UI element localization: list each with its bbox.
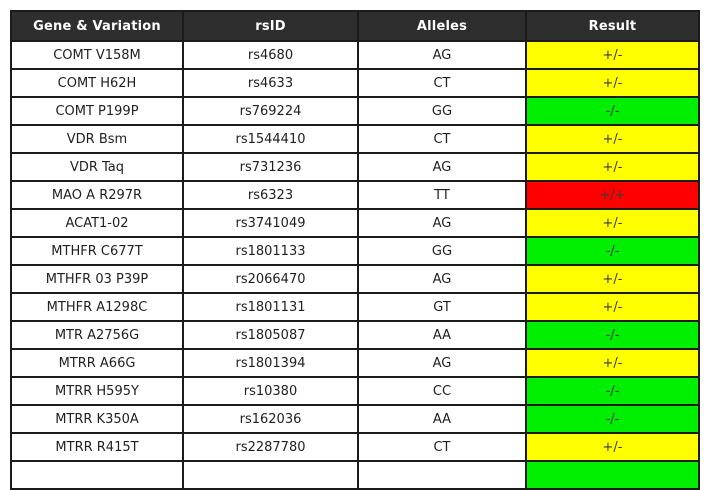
rsid-cell: rs1801131 xyxy=(182,292,359,322)
gene-cell: MTRR K350A xyxy=(10,404,184,434)
gene-cell: MTR A2756G xyxy=(10,320,184,350)
result-cell: +/- xyxy=(525,432,700,462)
header-gene-variation: Gene & Variation xyxy=(10,10,184,42)
alleles-cell: CT xyxy=(357,68,527,98)
rsid-cell: rs1801394 xyxy=(182,348,359,378)
alleles-cell: GT xyxy=(357,292,527,322)
table-row: MTRR A66G rs1801394 AG +/- xyxy=(10,348,700,378)
header-rsid: rsID xyxy=(182,10,359,42)
gene-cell: MTHFR C677T xyxy=(10,236,184,266)
gene-cell: MTHFR A1298C xyxy=(10,292,184,322)
gene-cell: MTRR A66G xyxy=(10,348,184,378)
table-row: MTRR K350A rs162036 AA -/- xyxy=(10,404,700,434)
gene-cell: MAO A R297R xyxy=(10,180,184,210)
table-row: ACAT1-02 rs3741049 AG +/- xyxy=(10,208,700,238)
result-cell: -/- xyxy=(525,404,700,434)
page: { "colors": { "header_bg": "#2e2e2e", "h… xyxy=(10,10,700,490)
header-row: Gene & Variation rsID Alleles Result xyxy=(10,10,700,42)
table-row: VDR Taq rs731236 AG +/- xyxy=(10,152,700,182)
alleles-cell: AG xyxy=(357,264,527,294)
alleles-cell: AA xyxy=(357,320,527,350)
result-cell: -/- xyxy=(525,376,700,406)
rsid-cell: rs731236 xyxy=(182,152,359,182)
table-row: MAO A R297R rs6323 TT +/+ xyxy=(10,180,700,210)
gene-cell: MTRR H595Y xyxy=(10,376,184,406)
gene-cell: VDR Taq xyxy=(10,152,184,182)
table-row: COMT H62H rs4633 CT +/- xyxy=(10,68,700,98)
gene-cell: MTRR R415T xyxy=(10,432,184,462)
result-cell: -/- xyxy=(525,320,700,350)
result-cell: +/- xyxy=(525,152,700,182)
rsid-cell xyxy=(182,460,359,490)
results-table: Gene & Variation rsID Alleles Result COM… xyxy=(10,10,700,490)
rsid-cell: rs769224 xyxy=(182,96,359,126)
alleles-cell: AG xyxy=(357,40,527,70)
gene-cell: COMT H62H xyxy=(10,68,184,98)
alleles-cell: AA xyxy=(357,404,527,434)
table-row: MTHFR 03 P39P rs2066470 AG +/- xyxy=(10,264,700,294)
alleles-cell: GG xyxy=(357,96,527,126)
result-cell: +/- xyxy=(525,208,700,238)
gene-cell: MTHFR 03 P39P xyxy=(10,264,184,294)
rsid-cell: rs1805087 xyxy=(182,320,359,350)
gene-cell: VDR Bsm xyxy=(10,124,184,154)
alleles-cell: AG xyxy=(357,152,527,182)
result-cell: +/- xyxy=(525,124,700,154)
table-row: COMT P199P rs769224 GG -/- xyxy=(10,96,700,126)
alleles-cell: CT xyxy=(357,432,527,462)
table-row: MTRR R415T rs2287780 CT +/- xyxy=(10,432,700,462)
table-row xyxy=(10,460,700,490)
result-cell: +/- xyxy=(525,348,700,378)
rsid-cell: rs1544410 xyxy=(182,124,359,154)
result-cell: +/- xyxy=(525,292,700,322)
alleles-cell: AG xyxy=(357,208,527,238)
rsid-cell: rs6323 xyxy=(182,180,359,210)
gene-cell: ACAT1-02 xyxy=(10,208,184,238)
results-table-body: COMT V158M rs4680 AG +/- COMT H62H rs4633 CT +/… xyxy=(10,40,700,490)
result-cell: +/+ xyxy=(525,180,700,210)
gene-cell xyxy=(10,460,184,490)
alleles-cell: TT xyxy=(357,180,527,210)
table-row: VDR Bsm rs1544410 CT +/- xyxy=(10,124,700,154)
header-alleles: Alleles xyxy=(357,10,527,42)
result-cell: +/- xyxy=(525,68,700,98)
alleles-cell: CT xyxy=(357,124,527,154)
alleles-cell: AG xyxy=(357,348,527,378)
rsid-cell: rs10380 xyxy=(182,376,359,406)
rsid-cell: rs3741049 xyxy=(182,208,359,238)
alleles-cell: GG xyxy=(357,236,527,266)
result-cell xyxy=(525,460,700,490)
table-row: MTR A2756G rs1805087 AA -/- xyxy=(10,320,700,350)
table-row: MTHFR A1298C rs1801131 GT +/- xyxy=(10,292,700,322)
gene-cell: COMT V158M xyxy=(10,40,184,70)
result-cell: +/- xyxy=(525,264,700,294)
result-cell: -/- xyxy=(525,96,700,126)
rsid-cell: rs162036 xyxy=(182,404,359,434)
rsid-cell: rs4680 xyxy=(182,40,359,70)
rsid-cell: rs4633 xyxy=(182,68,359,98)
rsid-cell: rs2287780 xyxy=(182,432,359,462)
table-row: MTRR H595Y rs10380 CC -/- xyxy=(10,376,700,406)
table-row: COMT V158M rs4680 AG +/- xyxy=(10,40,700,70)
rsid-cell: rs1801133 xyxy=(182,236,359,266)
alleles-cell: CC xyxy=(357,376,527,406)
table-row: MTHFR C677T rs1801133 GG -/- xyxy=(10,236,700,266)
rsid-cell: rs2066470 xyxy=(182,264,359,294)
result-cell: -/- xyxy=(525,236,700,266)
result-cell: +/- xyxy=(525,40,700,70)
header-result: Result xyxy=(525,10,700,42)
alleles-cell xyxy=(357,460,527,490)
gene-cell: COMT P199P xyxy=(10,96,184,126)
